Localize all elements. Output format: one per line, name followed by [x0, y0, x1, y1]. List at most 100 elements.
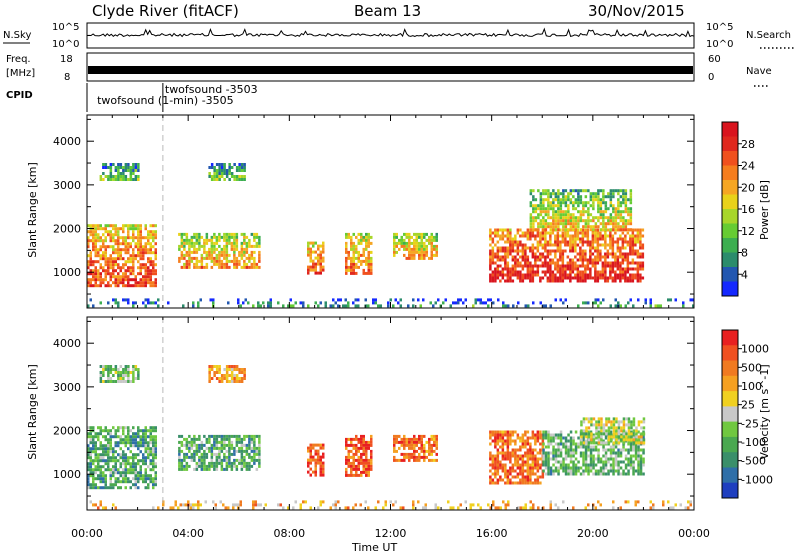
freq-label: Freq. — [6, 54, 31, 65]
x-tick-2: 08:00 — [273, 527, 305, 540]
velocity-y-tick-3: 4000 — [53, 337, 81, 350]
power-echo-region-3 — [345, 232, 373, 275]
station-title: Clyde River (fitACF) — [92, 2, 239, 20]
x-tick-3: 12:00 — [375, 527, 407, 540]
vel-cbar-tick-6: -500 — [741, 455, 766, 468]
velocity-colorbar-label: Velocity [m s^-1] — [758, 364, 771, 459]
power-heatmap — [87, 163, 695, 308]
time-tick-labels: 00:00 04:00 08:00 12:00 16:00 20:00 00:00 — [71, 527, 710, 540]
x-tick-0: 00:00 — [71, 527, 103, 540]
nsky-trace — [86, 27, 695, 38]
power-echo-region-0 — [87, 224, 157, 288]
nsearch-label: N.Search — [746, 30, 791, 41]
nave-tick-top: 60 — [708, 54, 721, 65]
nsky-tick-top: 10^5 — [52, 22, 79, 33]
vel-cbar-tick-3: 25 — [741, 399, 755, 412]
velocity-echo-region-7 — [580, 417, 646, 445]
power-echo-region-9 — [87, 298, 695, 308]
vel-cbar-swatch-5 — [722, 406, 738, 423]
power-cbar-tick-1: 8 — [741, 247, 748, 260]
freq-tick-top: 18 — [60, 54, 73, 65]
velocity-echo-region-4 — [393, 434, 438, 462]
power-cbar-swatch-11 — [722, 281, 738, 297]
vel-cbar-tick-4: -25 — [741, 417, 759, 430]
power-cbar-swatch-10 — [722, 267, 738, 282]
power-cbar-swatch-1 — [722, 136, 738, 152]
velocity-y-tick-0: 1000 — [53, 468, 81, 481]
velocity-echo-region-3 — [345, 434, 373, 477]
nave-tick-bottom: 0 — [708, 72, 714, 83]
velocity-echo-region-8 — [99, 365, 140, 383]
power-echo-region-7 — [208, 163, 246, 181]
velocity-colorbar: 1000 500 100 25 -25 -100 -500 -1000 — [721, 329, 773, 499]
velocity-echo-region-5 — [489, 430, 545, 485]
power-cbar-tick-5: 24 — [741, 160, 755, 173]
nsky-tick-bottom: 10^0 — [52, 39, 79, 50]
vel-cbar-swatch-4 — [722, 391, 738, 407]
power-cbar-tick-2: 12 — [741, 225, 755, 238]
vel-cbar-swatch-3 — [722, 375, 738, 392]
vel-cbar-swatch-10 — [722, 482, 738, 499]
velocity-axes: 1000 2000 3000 4000 — [53, 317, 695, 510]
vel-cbar-tick-7: -1000 — [741, 473, 773, 486]
nsearch-tick-bottom: 10^0 — [706, 39, 733, 50]
vel-cbar-tick-5: -100 — [741, 436, 766, 449]
velocity-y-axis-label: Slant Range [km] — [26, 364, 39, 460]
power-echo-region-8 — [529, 189, 633, 232]
velocity-echo-region-9 — [208, 365, 246, 383]
velocity-panel-frame — [86, 316, 695, 511]
cpid-entry-2: twofsound -3503 — [165, 83, 258, 96]
power-colorbar-label: Power [dB] — [758, 180, 771, 240]
power-y-tick-3: 4000 — [53, 135, 81, 148]
cpid-label: CPID — [6, 90, 33, 101]
power-echo-region-1 — [178, 232, 261, 269]
cpid-entry-1: twofsound (1-min) -3505 — [97, 94, 234, 107]
power-echo-region-2 — [307, 241, 325, 275]
x-tick-5: 20:00 — [577, 527, 609, 540]
velocity-y-tick-2: 3000 — [53, 381, 81, 394]
vel-cbar-tick-2: 100 — [741, 380, 762, 393]
power-cbar-tick-3: 16 — [741, 203, 755, 216]
power-echo-region-5 — [489, 228, 645, 283]
vel-cbar-swatch-1 — [722, 345, 738, 362]
vel-cbar-swatch-8 — [722, 452, 738, 468]
power-cbar-swatch-2 — [722, 151, 738, 166]
x-axis-label: Time UT — [351, 541, 397, 554]
freq-tick-bottom: 8 — [64, 72, 70, 83]
velocity-y-tick-1: 2000 — [53, 425, 81, 438]
power-y-tick-1: 2000 — [53, 223, 81, 236]
velocity-heatmap — [87, 365, 692, 510]
vel-cbar-swatch-2 — [722, 360, 738, 377]
power-cbar-swatch-4 — [722, 180, 738, 195]
power-cbar-swatch-5 — [722, 194, 738, 210]
nave-label: Nave — [746, 66, 772, 77]
nsky-label: N.Sky — [3, 30, 31, 41]
power-axes: 1000 2000 3000 4000 — [53, 115, 695, 308]
power-colorbar: 4 8 12 16 20 24 28 — [721, 121, 755, 297]
power-cbar-swatch-9 — [722, 252, 738, 268]
vel-cbar-tick-1: 500 — [741, 361, 762, 374]
power-echo-region-6 — [99, 163, 140, 181]
power-cbar-swatch-7 — [722, 223, 738, 239]
velocity-echo-region-1 — [178, 434, 261, 471]
velocity-echo-region-2 — [307, 443, 325, 477]
freq-band — [88, 66, 693, 74]
freq-strip-frame — [86, 52, 695, 82]
power-echo-region-4 — [393, 232, 438, 260]
vel-cbar-swatch-7 — [722, 436, 738, 453]
power-y-tick-0: 1000 — [53, 266, 81, 279]
velocity-echo-region-0 — [87, 426, 157, 490]
power-y-axis-label: Slant Range [km] — [26, 162, 39, 258]
power-cbar-tick-0: 4 — [741, 268, 748, 281]
freq-unit-label: [MHz] — [6, 68, 35, 79]
x-tick-1: 04:00 — [172, 527, 204, 540]
vel-cbar-swatch-0 — [722, 330, 738, 346]
power-cbar-swatch-6 — [722, 209, 738, 224]
velocity-echo-region-10 — [89, 500, 692, 510]
vel-cbar-swatch-6 — [722, 421, 738, 438]
power-cbar-tick-4: 20 — [741, 181, 755, 194]
x-tick-4: 16:00 — [476, 527, 508, 540]
power-cbar-tick-6: 28 — [741, 138, 755, 151]
